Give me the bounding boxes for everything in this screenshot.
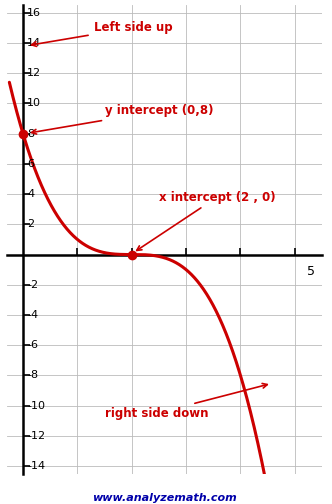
Text: www.analyzemath.com: www.analyzemath.com	[92, 492, 237, 502]
Text: 5: 5	[307, 265, 315, 278]
Text: -8: -8	[27, 370, 39, 381]
Text: Left side up: Left side up	[32, 21, 172, 46]
Text: 8: 8	[27, 129, 35, 139]
Text: -6: -6	[27, 340, 38, 350]
Text: 14: 14	[27, 38, 42, 48]
Text: right side down: right side down	[105, 384, 267, 420]
Text: 6: 6	[27, 159, 34, 169]
Text: 2: 2	[27, 219, 35, 229]
Text: -14: -14	[27, 461, 45, 471]
Text: -2: -2	[27, 280, 39, 290]
Text: -12: -12	[27, 431, 45, 441]
Text: x intercept (2 , 0): x intercept (2 , 0)	[137, 191, 276, 250]
Text: y intercept (0,8): y intercept (0,8)	[32, 104, 213, 134]
Text: -10: -10	[27, 401, 45, 411]
Text: 10: 10	[27, 98, 41, 108]
Text: 4: 4	[27, 189, 35, 199]
Text: -4: -4	[27, 310, 39, 320]
Text: 12: 12	[27, 68, 42, 78]
Text: 16: 16	[27, 8, 41, 18]
